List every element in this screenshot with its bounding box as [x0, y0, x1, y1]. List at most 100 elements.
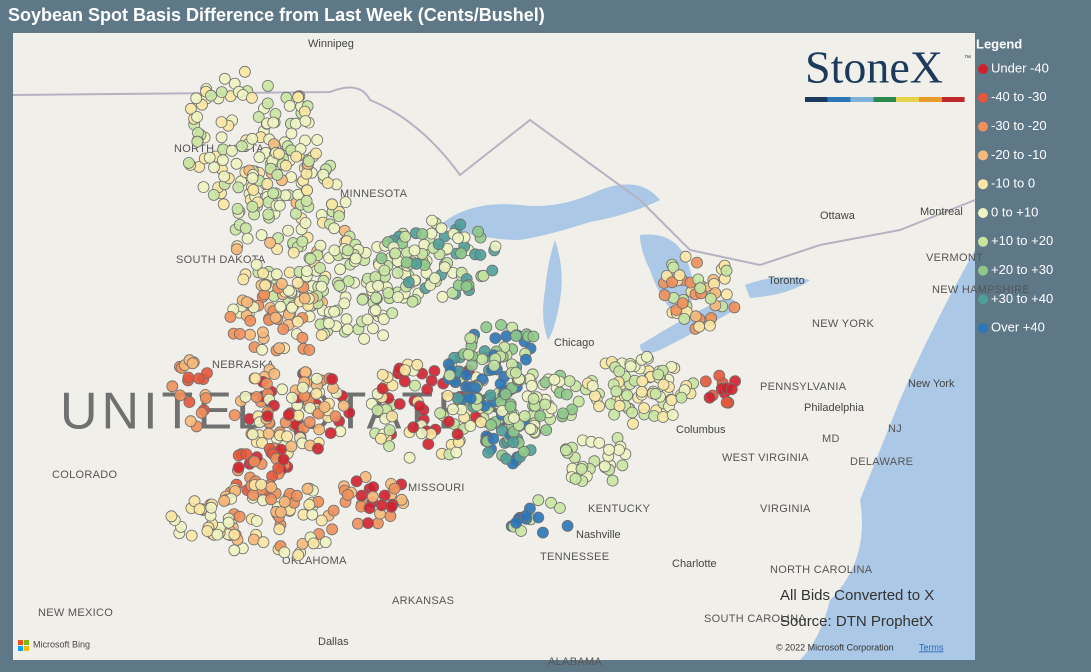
bid-dot [273, 147, 285, 160]
bid-dot [489, 240, 502, 253]
bid-dot [425, 374, 438, 387]
ocean [800, 250, 975, 660]
bid-dot [341, 488, 354, 501]
bid-dot [334, 263, 347, 276]
bid-dot [299, 366, 312, 379]
bid-dot [658, 289, 671, 302]
bid-dot [649, 387, 662, 400]
bid-dot [679, 250, 692, 263]
bid-dot [378, 489, 391, 502]
logo-bar-segment [896, 97, 919, 102]
bid-dot [256, 326, 269, 339]
bid-dot [216, 154, 229, 167]
bid-dot [262, 427, 275, 440]
bid-dot [464, 392, 477, 405]
legend-swatch [978, 294, 988, 305]
bid-dot [296, 381, 309, 394]
bid-dot [441, 389, 454, 402]
bid-dot [287, 246, 300, 259]
bid-dot [728, 301, 741, 314]
terms-link[interactable]: Terms [919, 642, 944, 652]
bid-dot [693, 320, 706, 333]
bid-dot [462, 348, 475, 361]
bid-dot [638, 402, 650, 415]
place-label: Philadelphia [804, 402, 865, 414]
legend-swatch [978, 236, 988, 247]
bid-dot [409, 379, 421, 392]
bid-dot [389, 247, 402, 260]
bid-dot [246, 200, 259, 213]
bid-dot [326, 198, 338, 211]
place-label: MD [822, 433, 840, 445]
bid-dot [324, 427, 337, 440]
bid-dot [310, 387, 323, 400]
bid-dot [239, 222, 252, 235]
bing-logo [18, 640, 23, 645]
bid-dot [616, 459, 629, 472]
bid-dot [290, 489, 303, 502]
bid-dot [246, 428, 259, 441]
bid-dot [302, 155, 315, 168]
bid-dot [283, 100, 296, 112]
bid-dot [375, 252, 388, 265]
bid-dot [292, 91, 305, 104]
bid-dot [296, 235, 309, 248]
bid-dot [454, 218, 467, 231]
bid-dot [245, 92, 258, 104]
bid-dot [253, 151, 266, 164]
logo-bar [805, 97, 965, 102]
bid-dot [300, 265, 313, 278]
bid-dot [518, 445, 530, 458]
bid-dot [273, 342, 286, 355]
lake-michigan [543, 240, 562, 340]
bid-dot [678, 312, 691, 325]
bid-dot [218, 494, 231, 507]
place-label: NORTH CAROLINA [770, 564, 873, 576]
bid-dot [241, 296, 253, 309]
bid-dot [333, 279, 346, 292]
bid-dot [673, 269, 686, 282]
bid-dot [285, 440, 298, 453]
bid-dot [203, 151, 216, 164]
bid-dot [720, 396, 733, 409]
bid-dot [407, 421, 420, 434]
place-label: Chicago [554, 337, 594, 349]
bid-dot [286, 301, 298, 314]
bid-dot [274, 300, 287, 313]
bid-dot [720, 264, 733, 277]
bid-dot [636, 375, 649, 388]
bid-dot [278, 546, 291, 559]
bid-dot [434, 407, 447, 420]
bid-dot [271, 168, 284, 181]
bid-dot [675, 391, 688, 404]
bid-dot [372, 279, 385, 292]
bid-dot [282, 224, 295, 237]
bid-dot [342, 275, 355, 288]
bid-dot [507, 436, 519, 449]
place-label: OKLAHOMA [282, 555, 347, 567]
bid-dot [557, 407, 569, 420]
bid-dot [327, 504, 340, 517]
bid-dot [304, 252, 317, 265]
bid-dot [322, 317, 335, 330]
bid-dot [326, 523, 339, 536]
bid-dot [228, 409, 241, 422]
bid-dot [291, 276, 304, 289]
bid-dot [262, 208, 275, 221]
bid-dot [319, 536, 332, 549]
bid-dot [399, 230, 412, 243]
bid-dot [484, 389, 497, 402]
bid-dot [442, 415, 455, 428]
legend-swatch [978, 323, 988, 334]
bid-dot [261, 80, 274, 92]
legend-label: +30 to +40 [991, 291, 1053, 306]
bid-dot [296, 331, 309, 344]
bid-dot [635, 385, 648, 398]
bid-dot [166, 380, 179, 393]
bid-dot [268, 368, 281, 380]
place-label: Toronto [768, 275, 805, 287]
legend-swatch [978, 121, 988, 132]
bid-dot [311, 442, 324, 455]
bid-dot [233, 510, 246, 523]
legend-label: -10 to 0 [991, 176, 1035, 191]
